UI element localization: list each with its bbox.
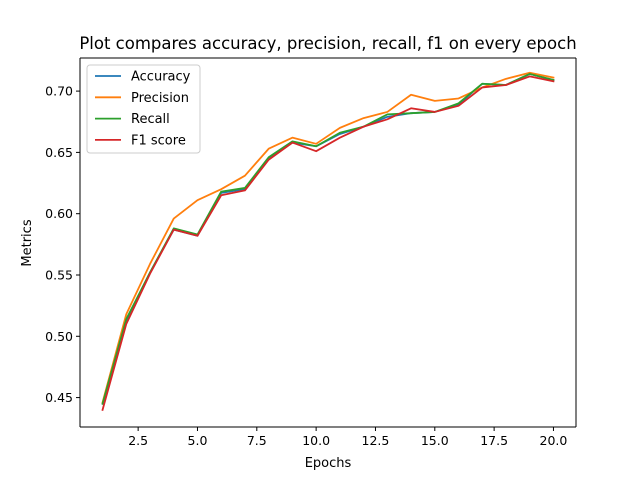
x-axis-label: Epochs bbox=[305, 456, 352, 471]
x-tick-label: 5.0 bbox=[188, 433, 208, 448]
series-line-precision bbox=[101, 71, 555, 404]
x-tick-label: 7.5 bbox=[247, 433, 267, 448]
y-tick-label: 0.70 bbox=[45, 84, 73, 99]
x-tick-label: 15.0 bbox=[421, 433, 449, 448]
legend-label-f1-score: F1 score bbox=[131, 133, 186, 148]
legend-label-recall: Recall bbox=[131, 112, 170, 127]
legend-label-precision: Precision bbox=[131, 91, 189, 106]
legend: Accuracy Precision Recall F1 score bbox=[86, 64, 201, 154]
x-tick-label: 2.5 bbox=[128, 433, 148, 448]
series-layer bbox=[101, 71, 555, 411]
series-line-f1-score bbox=[101, 75, 555, 411]
y-tick-label: 0.55 bbox=[45, 267, 73, 282]
plot-frame bbox=[79, 57, 577, 428]
x-tick-label: 17.5 bbox=[480, 433, 508, 448]
legend-label-accuracy: Accuracy bbox=[131, 70, 191, 85]
x-axis-ticks: 2.5 5.0 7.5 10.0 12.5 15.0 17.5 20.0 bbox=[128, 427, 567, 448]
x-tick-label: 20.0 bbox=[540, 433, 568, 448]
y-axis-label: Metrics bbox=[20, 219, 35, 266]
legend-box bbox=[86, 64, 201, 154]
y-tick-label: 0.60 bbox=[45, 206, 73, 221]
y-axis-ticks: 0.45 0.50 0.55 0.60 0.65 0.70 bbox=[45, 84, 80, 405]
y-tick-label: 0.50 bbox=[45, 329, 73, 344]
chart-title: Plot compares accuracy, precision, recal… bbox=[79, 34, 576, 53]
x-tick-label: 12.5 bbox=[362, 433, 390, 448]
y-tick-label: 0.45 bbox=[45, 390, 73, 405]
series-line-recall bbox=[101, 73, 555, 405]
y-tick-label: 0.65 bbox=[45, 145, 73, 160]
x-tick-label: 10.0 bbox=[302, 433, 330, 448]
